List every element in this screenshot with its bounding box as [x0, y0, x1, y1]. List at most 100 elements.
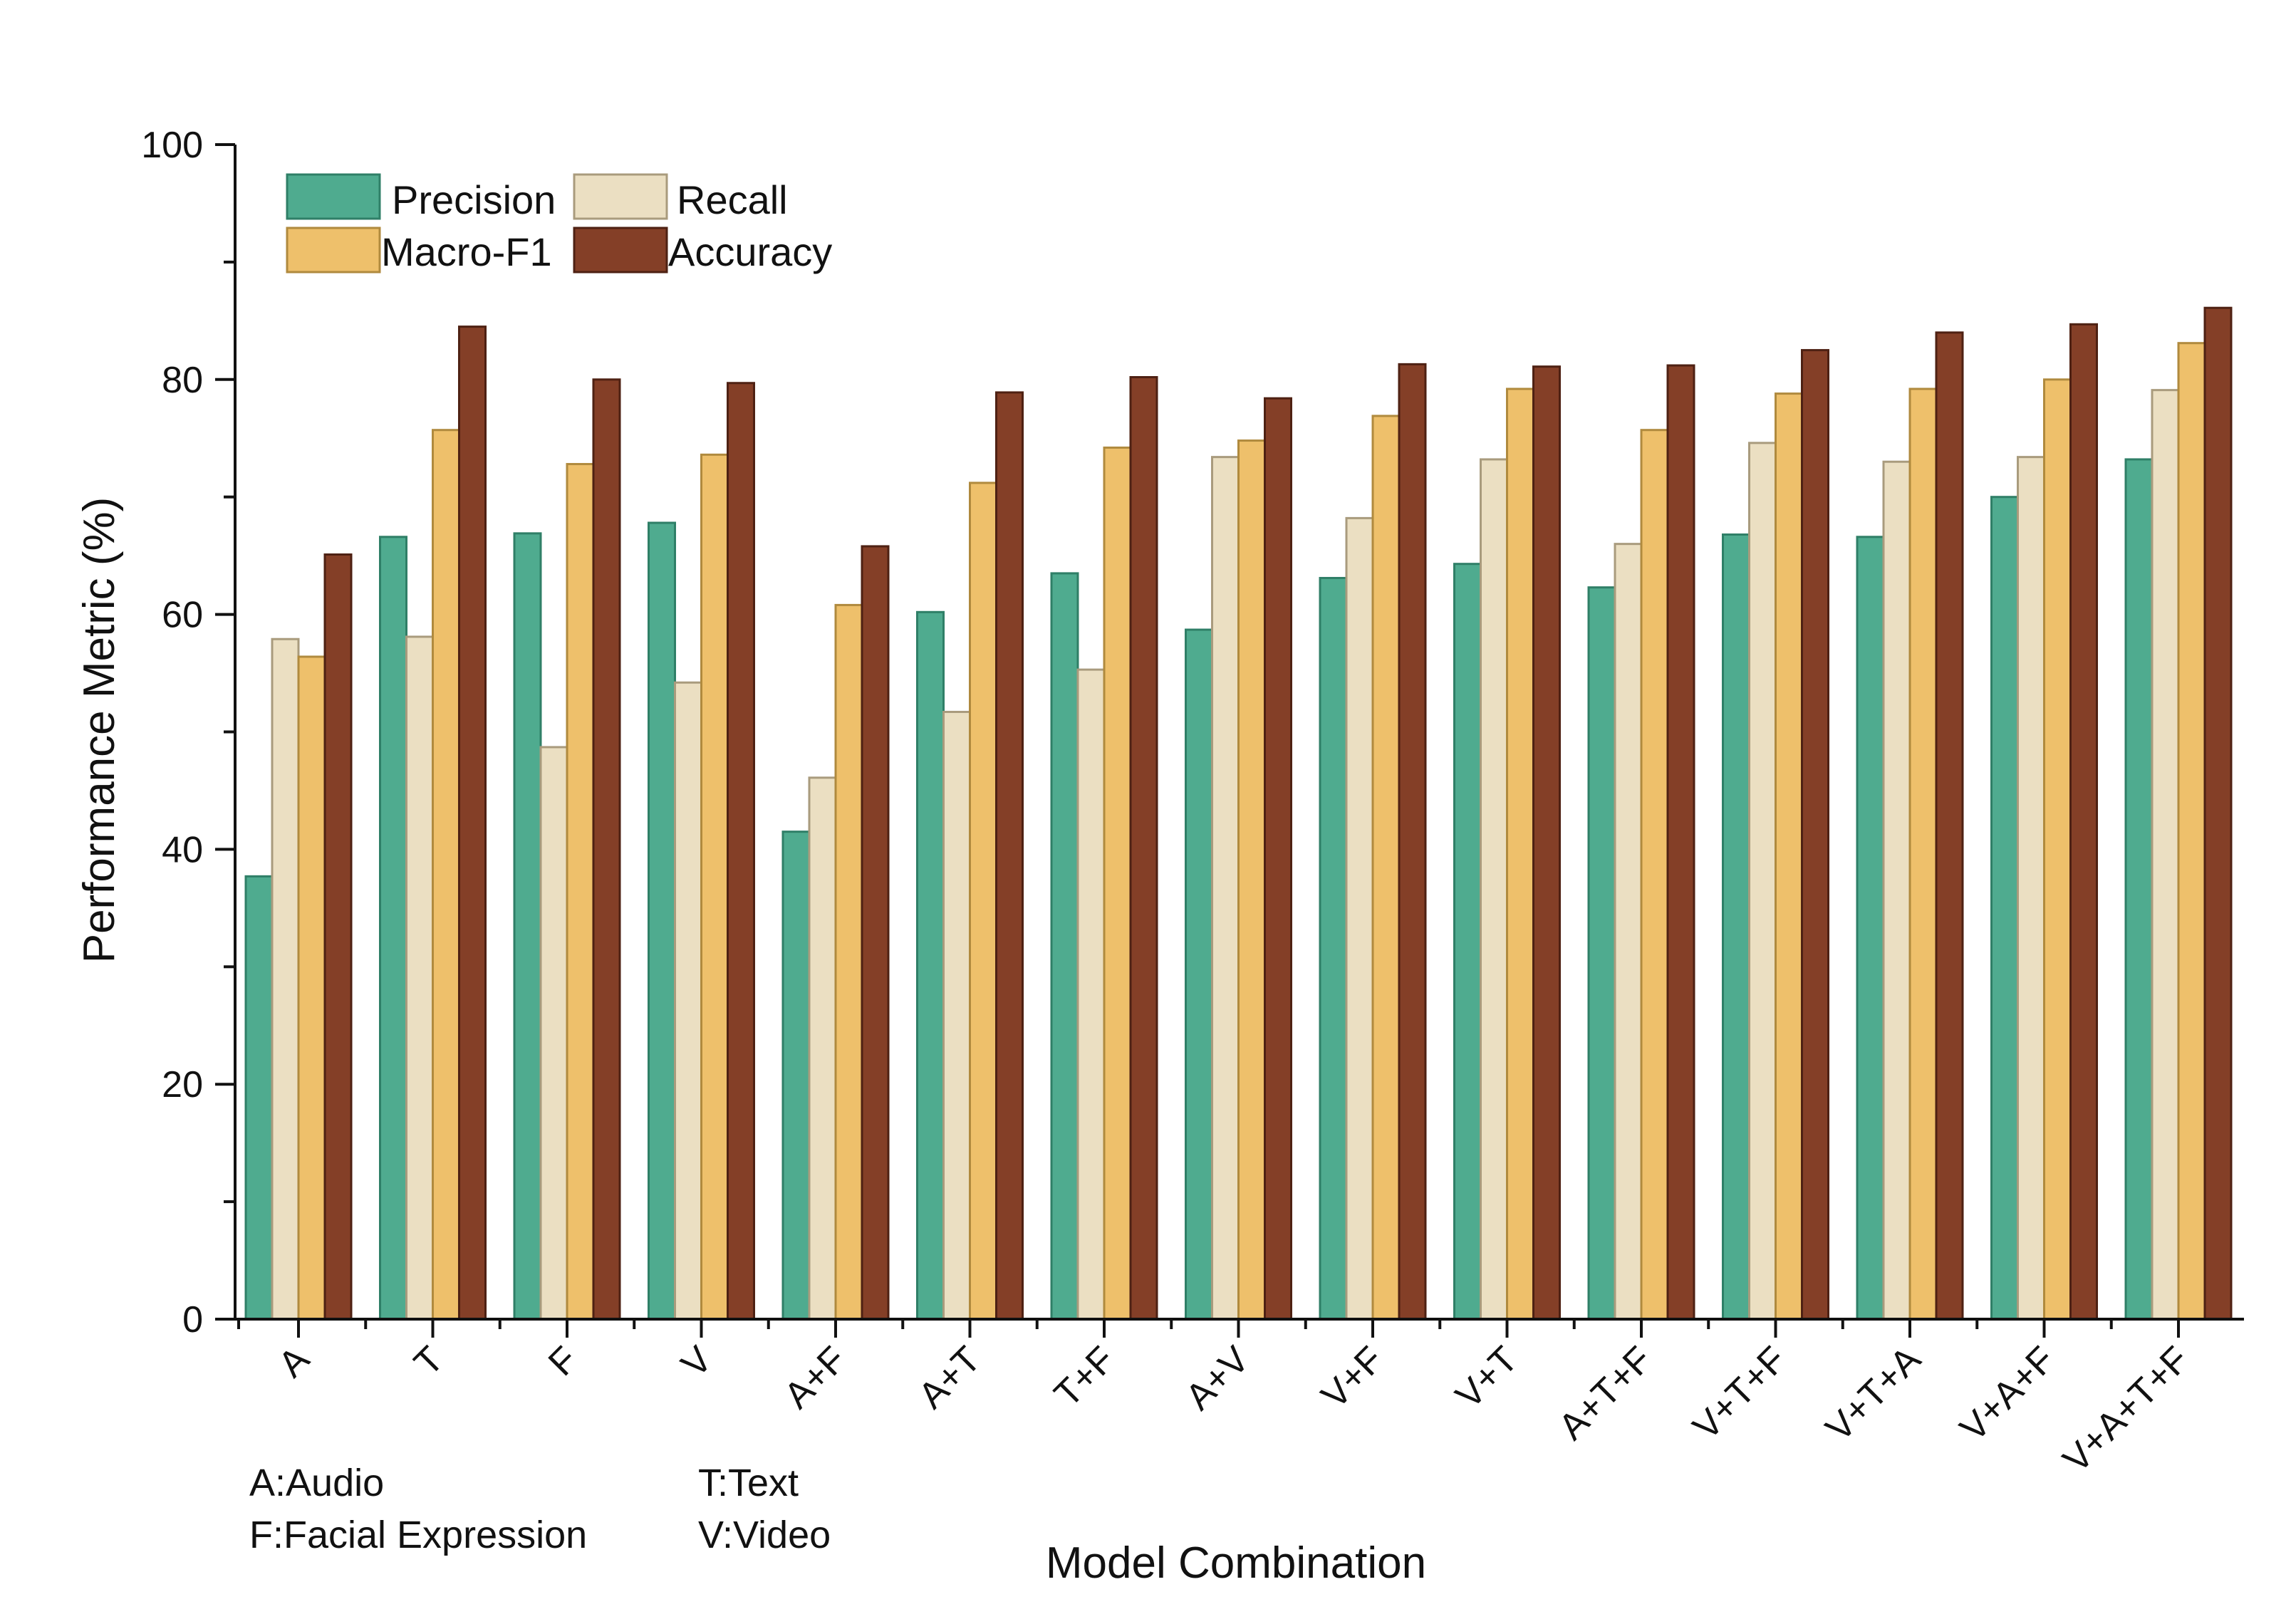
- bar-precision-v-a-t-f: [2124, 458, 2154, 1321]
- x-tick-label: A: [271, 1338, 318, 1385]
- abbreviation-notes: A:Audio T:Text F:Facial Expression V:Vid…: [249, 1462, 831, 1556]
- bar-precision-v: [648, 521, 676, 1321]
- x-tick-labels: A T F V A+F A+T T+F A+V V+F V+T A+T+F V+T+F V+T+A V+A…: [271, 1338, 2198, 1481]
- note-facial-expression: F:Facial Expression: [249, 1514, 587, 1556]
- bar-recall-a: [271, 637, 300, 1321]
- x-tick-label: V: [673, 1338, 720, 1385]
- bar-accuracy-a: [323, 553, 353, 1321]
- bar-macro-f1-a-f: [834, 603, 863, 1321]
- x-tick-label: V+F: [1314, 1338, 1391, 1416]
- legend-label-precision: Precision: [392, 177, 556, 222]
- bar-precision-v-t-a: [1856, 536, 1885, 1321]
- bar-accuracy-v: [727, 382, 755, 1321]
- bar-macro-f1-a-v: [1237, 439, 1266, 1321]
- x-tick-label: T+F: [1046, 1338, 1123, 1415]
- y-tick-label: 80: [162, 360, 203, 401]
- bar-recall-v: [674, 681, 702, 1321]
- note-video: V:Video: [698, 1514, 831, 1556]
- bars-layer: [244, 306, 2233, 1321]
- legend-label-macro-f1: Macro-F1: [381, 229, 552, 274]
- bar-recall-a-t-f: [1614, 543, 1643, 1321]
- y-tick-label: 0: [182, 1299, 203, 1341]
- note-audio: A:Audio: [249, 1462, 384, 1504]
- bar-accuracy-a-t-f: [1666, 364, 1695, 1321]
- bar-accuracy-t-f: [1129, 376, 1158, 1321]
- bar-recall-v-t-a: [1882, 460, 1911, 1321]
- bar-recall-v-t: [1480, 458, 1508, 1321]
- bar-macro-f1-t: [432, 429, 460, 1321]
- bar-recall-v-a-t-f: [2151, 389, 2180, 1321]
- bar-precision-t: [379, 536, 407, 1321]
- bar-accuracy-v-t: [1532, 365, 1561, 1321]
- axes-layer: [215, 143, 2244, 1338]
- bar-macro-f1-a: [297, 655, 326, 1321]
- bar-recall-a-t: [942, 710, 971, 1321]
- x-tick-label: A+T+F: [1551, 1338, 1660, 1447]
- bar-precision-v-t-f: [1722, 533, 1750, 1321]
- bar-recall-t-f: [1076, 668, 1106, 1321]
- legend-swatch-accuracy: [573, 227, 668, 274]
- x-tick-label: T: [407, 1338, 452, 1383]
- y-tick-label: 20: [162, 1064, 203, 1105]
- bar-macro-f1-a-t-f: [1640, 429, 1669, 1321]
- x-tick-label: A+F: [776, 1338, 854, 1416]
- bar-precision-a-t-f: [1587, 586, 1616, 1321]
- bar-recall-a-v: [1211, 456, 1240, 1321]
- y-axis-title: Performance Metric (%): [75, 497, 124, 964]
- bar-accuracy-a-v: [1264, 397, 1292, 1321]
- x-tick-label: A+V: [1178, 1338, 1257, 1418]
- legend-label-accuracy: Accuracy: [668, 229, 832, 274]
- x-tick-label: V+T+A: [1818, 1338, 1929, 1449]
- bar-macro-f1-v-t-a: [1908, 387, 1938, 1321]
- x-tick-label: A+T: [911, 1338, 989, 1416]
- x-tick-label: V+T: [1448, 1338, 1526, 1416]
- x-axis-title: Model Combination: [1046, 1539, 1426, 1588]
- bar-macro-f1-f: [566, 463, 595, 1321]
- x-tick-label: F: [541, 1338, 586, 1383]
- bar-macro-f1-t-f: [1103, 446, 1132, 1321]
- bar-precision-a: [244, 875, 274, 1321]
- legend-swatch-recall: [573, 173, 668, 220]
- y-tick-label: 100: [141, 125, 203, 166]
- bar-precision-t-f: [1050, 572, 1079, 1321]
- bar-macro-f1-v-t: [1506, 387, 1534, 1321]
- bar-precision-v-a-f: [1990, 496, 2019, 1321]
- x-tick-label: V+T+F: [1685, 1338, 1794, 1447]
- legend-label-recall: Recall: [677, 177, 788, 222]
- bar-accuracy-a-f: [861, 545, 890, 1321]
- bar-accuracy-v-t-f: [1801, 349, 1829, 1321]
- bar-macro-f1-v-a-f: [2043, 378, 2072, 1321]
- legend: Precision Recall Macro-F1 Accuracy: [286, 173, 832, 274]
- bar-macro-f1-v: [700, 453, 729, 1321]
- bar-recall-t: [405, 635, 434, 1321]
- bar-accuracy-a-t: [995, 391, 1024, 1321]
- bar-precision-v-t: [1453, 563, 1482, 1321]
- y-tick-label: 60: [162, 595, 203, 636]
- bar-macro-f1-v-a-t-f: [2177, 342, 2206, 1321]
- bar-macro-f1-v-f: [1371, 415, 1401, 1321]
- bar-recall-v-f: [1345, 516, 1374, 1321]
- bar-accuracy-v-t-a: [1935, 331, 1964, 1321]
- bar-precision-a-v: [1185, 628, 1213, 1321]
- bar-accuracy-v-a-t-f: [2203, 306, 2233, 1321]
- y-tick-labels: 0 20 40 60 80 100: [141, 125, 203, 1341]
- bar-recall-v-t-f: [1748, 442, 1777, 1321]
- bar-recall-a-f: [808, 776, 837, 1321]
- bar-precision-v-f: [1319, 576, 1348, 1321]
- bar-recall-v-a-f: [2017, 456, 2045, 1321]
- bar-accuracy-f: [592, 378, 621, 1321]
- bar-accuracy-v-f: [1398, 363, 1427, 1321]
- y-tick-label: 40: [162, 829, 203, 870]
- legend-swatch-precision: [286, 173, 381, 220]
- note-text: T:Text: [698, 1462, 799, 1504]
- bar-macro-f1-v-t-f: [1775, 392, 1803, 1321]
- legend-swatch-macro-f1: [286, 227, 381, 274]
- bar-precision-a-t: [916, 610, 945, 1321]
- bar-precision-f: [513, 532, 542, 1321]
- bar-recall-f: [539, 746, 568, 1321]
- bar-macro-f1-a-t: [969, 482, 997, 1321]
- bar-precision-a-f: [781, 831, 811, 1321]
- bar-accuracy-v-a-f: [2069, 323, 2098, 1321]
- bar-accuracy-t: [458, 326, 487, 1321]
